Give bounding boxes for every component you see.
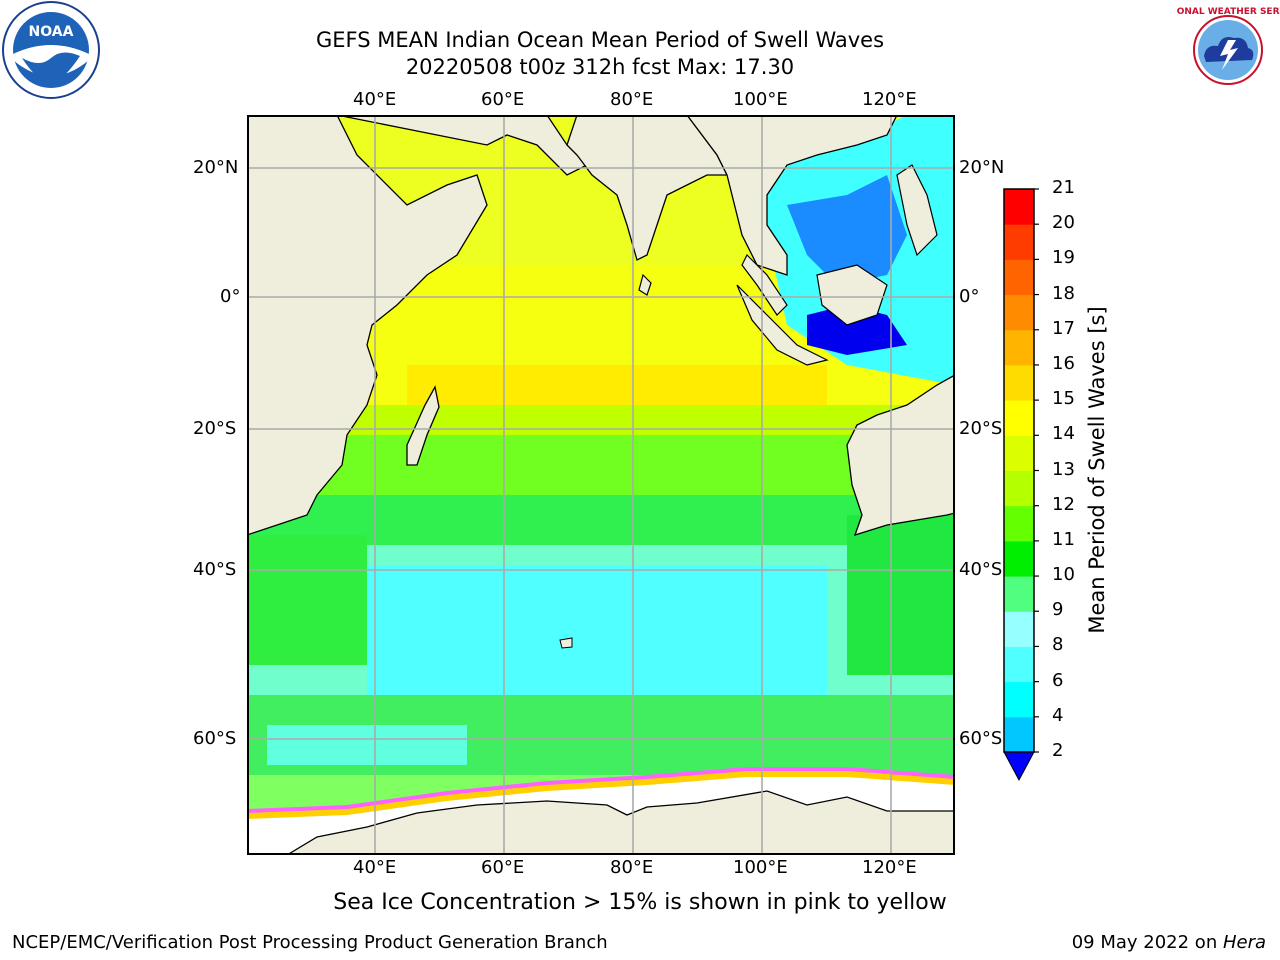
colorbar-tick-label: 21 xyxy=(1052,177,1075,198)
colorbar-tick-label: 9 xyxy=(1052,599,1064,621)
land-malaysia xyxy=(741,253,788,316)
land-philippines xyxy=(896,164,938,257)
lat-tick-left: 20°S xyxy=(193,418,237,439)
lat-tick-right: 20°N xyxy=(959,157,1005,178)
chart-title: GEFS MEAN Indian Ocean Mean Period of Sw… xyxy=(315,28,885,52)
land-madagascar xyxy=(406,385,440,466)
colorbar-tick-label: 16 xyxy=(1052,352,1075,374)
colorbar-tick-label: 19 xyxy=(1052,247,1075,269)
lon-tick-top: 120°E xyxy=(862,89,917,110)
land-borneo xyxy=(816,264,888,326)
map-frame xyxy=(247,115,955,855)
lat-tick-right: 20°S xyxy=(959,418,1003,439)
lat-tick-left: 60°S xyxy=(193,728,237,749)
colorbar-segment xyxy=(1004,259,1034,296)
colorbar-title: Mean Period of Swell Waves [s] xyxy=(1085,306,1109,634)
colorbar-tick-label: 8 xyxy=(1052,634,1064,656)
colorbar-segment xyxy=(1004,329,1034,366)
colorbar-tick-label: 17 xyxy=(1052,317,1075,339)
colorbar-segment xyxy=(1004,611,1034,647)
credit-text: NCEP/EMC/Verification Post Processing Pr… xyxy=(12,932,608,953)
colorbar-segment xyxy=(1004,224,1034,260)
colorbar-tick-label: 10 xyxy=(1052,564,1075,586)
colorbar-segment xyxy=(1004,189,1034,225)
colorbar-tick-label: 20 xyxy=(1052,212,1075,234)
land-sri-lanka xyxy=(638,273,652,296)
colorbar-tick-label: 15 xyxy=(1052,388,1075,410)
date-stamp: 09 May 2022 on Hera xyxy=(1072,932,1266,953)
date-text: 09 May 2022 on xyxy=(1071,932,1223,953)
lat-tick-left: 20°N xyxy=(193,157,239,178)
lat-tick-right: 0° xyxy=(959,286,980,307)
land-australia xyxy=(846,374,955,537)
colorbar-tick-label: 6 xyxy=(1052,669,1064,691)
colorbar-tick-label: 14 xyxy=(1052,423,1075,445)
colorbar-tick-label: 4 xyxy=(1052,704,1064,726)
machine-name: Hera xyxy=(1222,932,1266,953)
land-arabia-top xyxy=(336,115,589,176)
colorbar-segment xyxy=(1004,470,1034,507)
colorbar-tick-label: 11 xyxy=(1052,528,1075,550)
lat-tick-left: 40°S xyxy=(193,559,237,580)
land-antarctica xyxy=(285,790,955,855)
colorbar-segment xyxy=(1004,400,1034,436)
colorbar-segment xyxy=(1004,540,1034,577)
lon-tick-bottom: 60°E xyxy=(481,857,525,878)
noaa-logo: NOAA xyxy=(2,1,100,99)
colorbar-segment xyxy=(1004,364,1034,401)
colorbar-tick-label: 13 xyxy=(1052,458,1075,480)
colorbar-segment xyxy=(1004,294,1034,331)
land-kerguelen xyxy=(559,637,573,649)
chart-subtitle: 20220508 t00z 312h fcst Max: 17.30 xyxy=(405,55,795,79)
lon-tick-top: 40°E xyxy=(353,89,397,110)
lon-tick-top: 60°E xyxy=(481,89,525,110)
lat-tick-left: 0° xyxy=(220,286,241,307)
land-africa-arabia xyxy=(247,115,488,536)
colorbar-segment xyxy=(1004,435,1034,471)
lon-tick-bottom: 100°E xyxy=(733,857,788,878)
nws-logo: NATIONAL WEATHER SERVICE xyxy=(1176,3,1280,97)
colorbar-segment xyxy=(1004,646,1034,683)
sea-ice-note: Sea Ice Concentration > 15% is shown in … xyxy=(333,890,947,915)
colorbar-segment xyxy=(1004,576,1034,612)
lat-tick-right: 60°S xyxy=(959,728,1003,749)
lon-tick-top: 80°E xyxy=(610,89,654,110)
colorbar-tick-label: 12 xyxy=(1052,493,1075,515)
land-sumatra xyxy=(736,284,829,366)
land-indochina xyxy=(686,115,898,276)
colorbar-extend-arrow xyxy=(1003,751,1035,782)
colorbar-tick-label: 2 xyxy=(1052,740,1064,761)
colorbar-segment xyxy=(1004,505,1034,542)
colorbar-tick-label: 18 xyxy=(1052,282,1075,304)
colorbar-segment xyxy=(1004,681,1034,718)
noaa-logo-text: NOAA xyxy=(29,24,74,40)
lat-tick-right: 40°S xyxy=(959,559,1003,580)
lon-tick-bottom: 80°E xyxy=(610,857,654,878)
gridlines xyxy=(247,115,955,855)
lon-tick-top: 100°E xyxy=(733,89,788,110)
lon-tick-bottom: 40°E xyxy=(353,857,397,878)
colorbar xyxy=(1003,188,1039,782)
lon-tick-bottom: 120°E xyxy=(862,857,917,878)
map-panel xyxy=(247,115,955,855)
nws-logo-text: NATIONAL WEATHER SERVICE xyxy=(1176,7,1280,17)
colorbar-segment xyxy=(1004,716,1034,753)
